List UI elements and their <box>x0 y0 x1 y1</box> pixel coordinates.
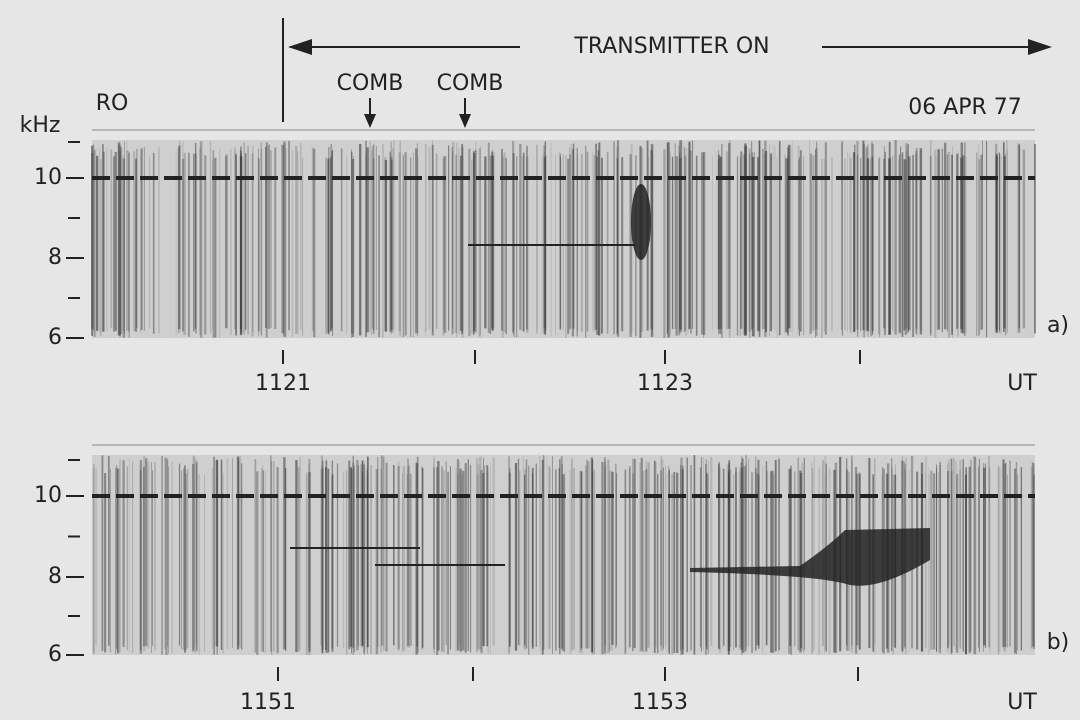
comb-label: COMB <box>337 71 404 96</box>
station-label: RO <box>96 91 129 116</box>
y-tick-label: 6 <box>48 642 62 667</box>
x-tick-label: 1123 <box>637 371 693 396</box>
panel-label: a) <box>1047 313 1069 338</box>
unit-label: kHz <box>20 113 61 138</box>
figure: 6 8 10 1121 1123 UT a) 6 8 10 1151 1153 UT b) TRANSMI… <box>0 0 1080 720</box>
y-tick-label: 8 <box>48 564 62 589</box>
x-tick-label: 1121 <box>255 371 311 396</box>
x-unit: UT <box>1007 371 1037 396</box>
y-tick-label: 10 <box>34 483 62 508</box>
panel-label: b) <box>1047 630 1070 655</box>
x-tick-label: 1153 <box>632 690 688 715</box>
comb-label: COMB <box>437 71 504 96</box>
y-tick-label: 6 <box>48 325 62 350</box>
transmitter-label: TRANSMITTER ON <box>573 34 769 59</box>
y-tick-label: 8 <box>48 245 62 270</box>
emission-burst <box>631 184 651 260</box>
x-unit: UT <box>1007 690 1037 715</box>
y-tick-label: 10 <box>34 165 62 190</box>
date-label: 06 APR 77 <box>908 95 1022 120</box>
x-tick-label: 1151 <box>240 690 296 715</box>
